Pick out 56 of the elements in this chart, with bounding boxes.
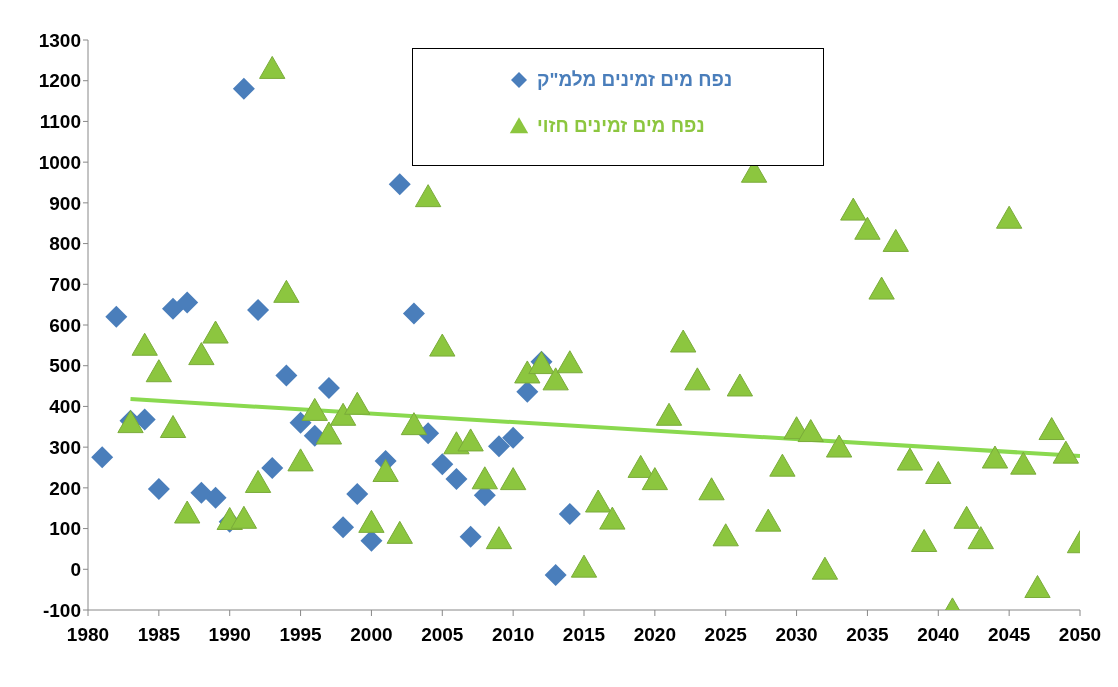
point xyxy=(147,478,170,501)
point xyxy=(402,302,425,325)
point xyxy=(91,446,114,469)
point xyxy=(544,563,567,586)
point xyxy=(162,297,185,320)
legend-label: נפח מים זמינים חזוי xyxy=(537,115,705,137)
point xyxy=(261,456,284,479)
x-tick-label: 1980 xyxy=(66,624,110,646)
x-tick-label: 2030 xyxy=(775,624,818,646)
point xyxy=(105,305,128,328)
x-tick-label: 2020 xyxy=(633,624,676,646)
x-tick-label: 1995 xyxy=(279,624,323,646)
y-tick-label: 100 xyxy=(49,518,81,540)
y-tick-label: 200 xyxy=(49,477,81,499)
x-tick-label: 1990 xyxy=(208,624,251,646)
point xyxy=(388,173,411,196)
x-tick-label: 2025 xyxy=(704,624,748,646)
point xyxy=(558,502,581,525)
point xyxy=(502,426,525,449)
point xyxy=(204,486,227,509)
y-tick-label: 0 xyxy=(70,559,81,581)
x-tick-label: 2035 xyxy=(846,624,889,646)
point xyxy=(289,411,312,434)
point xyxy=(176,291,199,314)
y-tick-label: 300 xyxy=(49,436,81,458)
y-tick-label: 1100 xyxy=(39,111,81,133)
x-tick-label: 2050 xyxy=(1058,624,1102,646)
x-tick-label: 2005 xyxy=(421,624,464,646)
x-tick-label: 2010 xyxy=(492,624,535,646)
y-tick-label: 700 xyxy=(49,274,81,296)
y-tick-label: 500 xyxy=(49,355,81,377)
point xyxy=(445,467,468,490)
point xyxy=(232,77,255,100)
x-tick-label: 2040 xyxy=(917,624,960,646)
y-tick-label: 400 xyxy=(49,396,81,418)
point xyxy=(247,298,270,321)
y-tick-label: 900 xyxy=(49,192,81,214)
point xyxy=(487,435,510,458)
y-tick-label: 1000 xyxy=(38,151,81,173)
y-tick-label: 600 xyxy=(49,314,81,336)
point xyxy=(431,453,454,476)
legend-label: נפח מים זמינים מלמ"ק xyxy=(537,69,733,91)
x-tick-label: 2015 xyxy=(562,624,606,646)
x-tick-label: 1985 xyxy=(137,624,181,646)
point xyxy=(332,516,355,539)
point xyxy=(346,482,369,505)
y-tick-label: 1300 xyxy=(38,29,81,51)
y-tick-label: 800 xyxy=(49,233,81,255)
point xyxy=(190,481,213,504)
x-tick-label: 2000 xyxy=(350,624,393,646)
y-tick-label: 1200 xyxy=(38,70,81,92)
x-tick-label: 2045 xyxy=(988,624,1031,646)
point xyxy=(459,525,482,548)
y-tick-label: -100 xyxy=(42,599,81,621)
point xyxy=(317,377,340,400)
point xyxy=(275,364,298,387)
